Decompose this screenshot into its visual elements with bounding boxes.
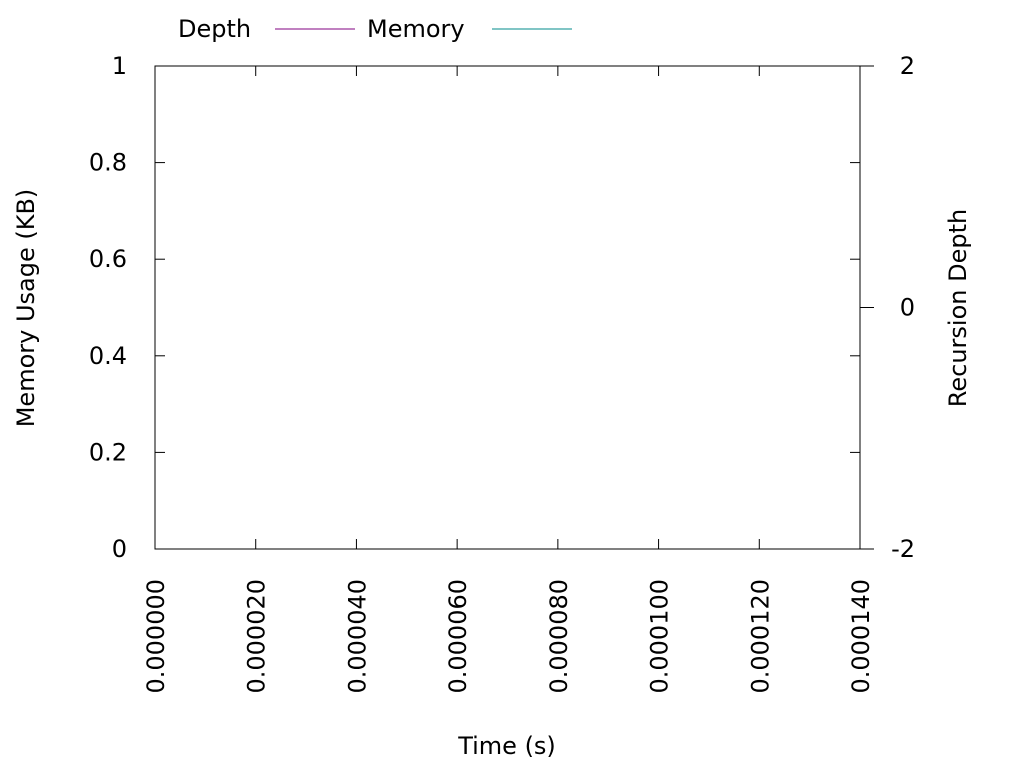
x-tick-label: 0.000120 xyxy=(746,579,774,694)
x-tick-label: 0.000040 xyxy=(343,579,371,694)
y-tick-label: 0.6 xyxy=(89,245,127,273)
y2-tick-label: 0 xyxy=(900,294,915,322)
y-tick-label: 0.4 xyxy=(89,342,127,370)
x-ticks: 0.000000 0.000020 0.000040 0.000060 0.000080… xyxy=(142,66,875,694)
x-tick-label: 0.000080 xyxy=(545,579,573,694)
y2-ticks: -2 0 2 xyxy=(860,52,915,563)
x-tick-label: 0.000140 xyxy=(847,579,875,694)
y2-tick-label: -2 xyxy=(891,535,915,563)
legend-label-memory: Memory xyxy=(367,15,465,43)
plot-area xyxy=(154,65,861,550)
x-axis-label: Time (s) xyxy=(457,732,556,760)
x-tick-label: 0.000000 xyxy=(142,579,170,694)
y-tick-label: 0.2 xyxy=(89,438,127,466)
y-tick-label: 1 xyxy=(112,52,127,80)
y-ticks: 0 0.2 0.4 0.6 0.8 1 xyxy=(89,52,860,563)
y-axis-label: Memory Usage (KB) xyxy=(12,189,40,428)
y-tick-label: 0 xyxy=(112,535,127,563)
y-tick-label: 0.8 xyxy=(89,149,127,177)
y2-tick-label: 2 xyxy=(900,52,915,80)
legend: Depth Memory xyxy=(178,15,572,43)
legend-label-depth: Depth xyxy=(178,15,251,43)
x-tick-label: 0.000060 xyxy=(444,579,472,694)
x-tick-label: 0.000100 xyxy=(646,579,674,694)
x-tick-label: 0.000020 xyxy=(243,579,271,694)
y2-axis-label: Recursion Depth xyxy=(944,209,972,407)
